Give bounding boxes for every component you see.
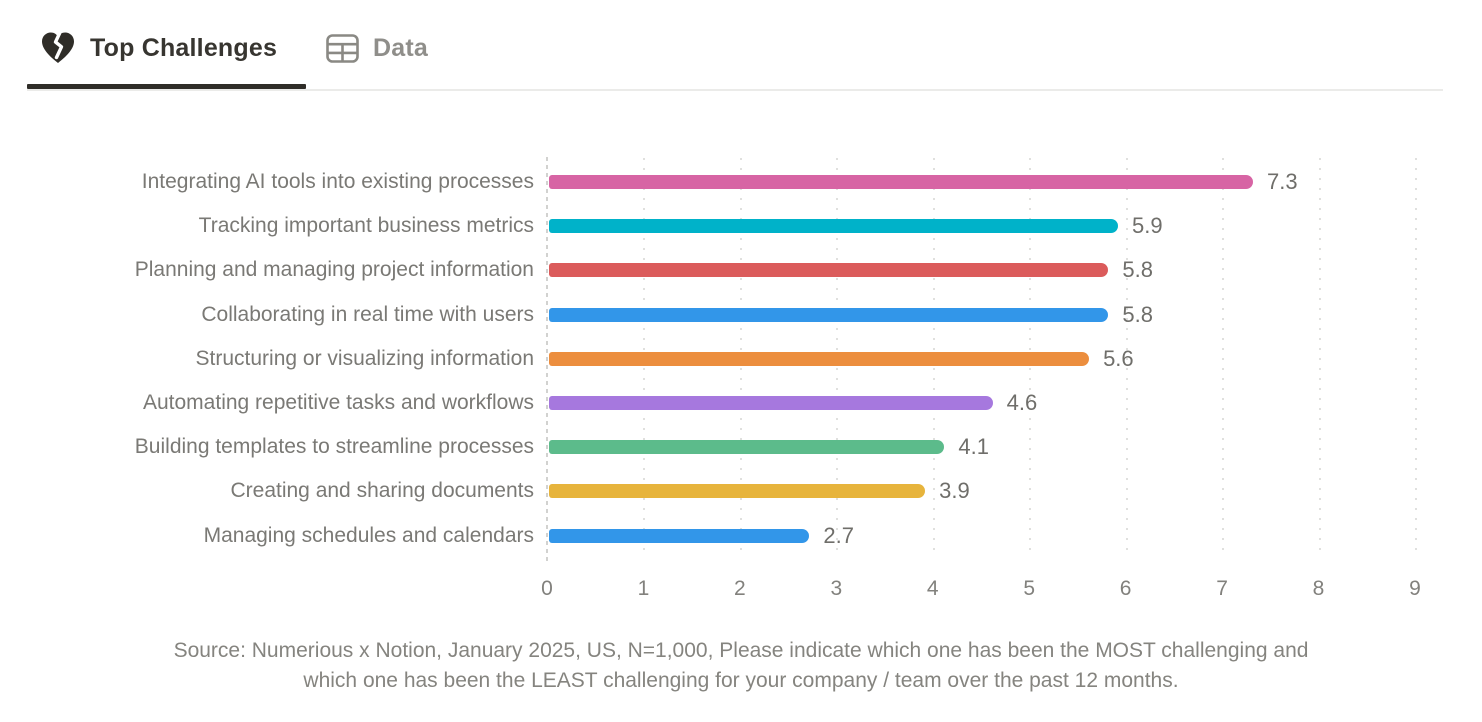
category-label: Collaborating in real time with users: [201, 302, 534, 326]
x-tick-label: 4: [926, 577, 939, 600]
tab-top-challenges[interactable]: Top Challenges: [40, 27, 277, 69]
value-label: 3.9: [939, 478, 970, 504]
broken-heart-icon: [40, 31, 76, 65]
gridline: [1318, 158, 1321, 558]
table-icon: [326, 33, 359, 63]
gridline: [1222, 158, 1225, 558]
tab-data-label: Data: [373, 33, 428, 62]
x-tick-label: 6: [1119, 577, 1132, 600]
active-tab-underline: [27, 84, 306, 89]
value-label: 7.3: [1267, 169, 1298, 195]
bar: [549, 219, 1118, 234]
x-tick-label: 0: [541, 577, 553, 600]
value-label: 4.6: [1006, 390, 1038, 416]
bar: [549, 528, 810, 543]
tab-top-challenges-label: Top Challenges: [90, 33, 278, 62]
category-label: Integrating AI tools into existing proce…: [141, 170, 534, 194]
tab-data[interactable]: Data: [326, 27, 428, 69]
category-label: Automating repetitive tasks and workflow…: [142, 391, 534, 415]
category-label: Managing schedules and calendars: [203, 523, 534, 547]
category-label: Building templates to streamline process…: [134, 435, 534, 459]
chart-row: Tracking important business metrics 5.9: [0, 204, 1482, 248]
bar: [549, 263, 1109, 278]
chart-row: Structuring or visualizing information 5.…: [0, 337, 1482, 381]
gridline: [1414, 158, 1417, 558]
value-label: 2.7: [823, 522, 854, 548]
chart-row: Planning and managing project informatio…: [0, 248, 1482, 292]
category-label: Creating and sharing documents: [230, 479, 534, 503]
source-line-2: which one has been the LEAST challenging…: [303, 669, 1179, 692]
tab-bar-divider: [27, 89, 1443, 91]
bar: [549, 351, 1090, 366]
value-label: 5.9: [1131, 213, 1163, 239]
bar: [549, 307, 1109, 322]
x-tick-label: 2: [734, 577, 746, 600]
x-tick-label: 3: [830, 577, 843, 600]
value-label: 5.8: [1122, 301, 1153, 327]
chart-row: Building templates to streamline process…: [0, 425, 1482, 469]
chart-row: Collaborating in real time with users 5.8: [0, 293, 1482, 337]
bar: [549, 175, 1253, 190]
chart-row: Automating repetitive tasks and workflow…: [0, 381, 1482, 425]
chart-row: Creating and sharing documents 3.9: [0, 469, 1482, 513]
x-tick-label: 5: [1023, 577, 1036, 600]
category-label: Planning and managing project informatio…: [134, 258, 534, 282]
chart-row: Managing schedules and calendars 2.7: [0, 514, 1482, 558]
x-tick-label: 8: [1312, 577, 1325, 600]
value-label: 5.6: [1103, 345, 1134, 371]
source-note: Source: Numerious x Notion, January 2025…: [0, 636, 1482, 696]
y-axis-line: [546, 157, 548, 561]
x-tick-label: 7: [1216, 577, 1228, 600]
value-label: 4.1: [958, 434, 989, 460]
x-tick-label: 9: [1409, 577, 1421, 600]
source-line-1: Source: Numerious x Notion, January 2025…: [173, 639, 1309, 662]
bar: [549, 396, 993, 411]
value-label: 5.8: [1122, 257, 1153, 283]
category-label: Structuring or visualizing information: [195, 346, 534, 370]
x-tick-label: 1: [637, 577, 650, 600]
bar: [549, 484, 926, 499]
chart-row: Integrating AI tools into existing proce…: [0, 160, 1482, 204]
gridline: [1125, 158, 1128, 558]
bar: [549, 440, 945, 455]
category-label: Tracking important business metrics: [198, 214, 534, 238]
